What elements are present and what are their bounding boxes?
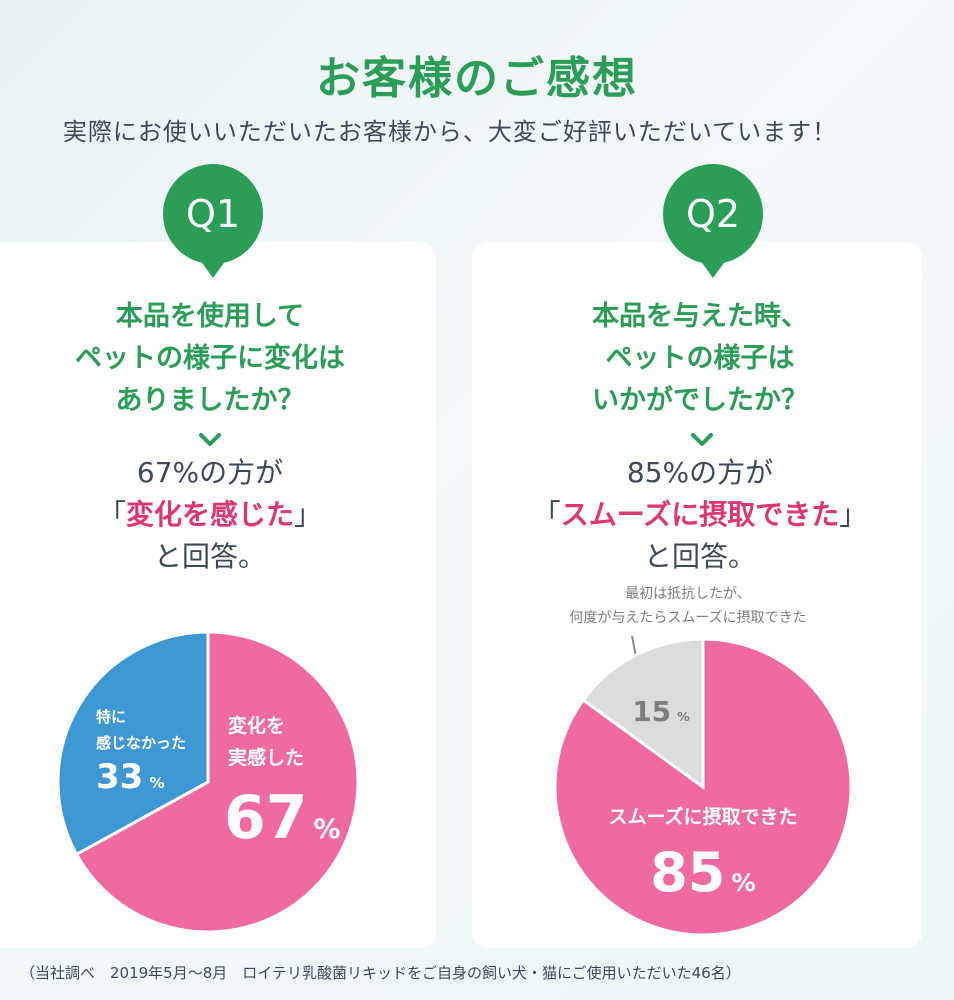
chevron-down-icon: [199, 433, 221, 446]
q2-badge: Q2: [663, 164, 763, 278]
q1-question: 本品を使用して ペットの様子に変化は ありましたか？: [75, 301, 345, 416]
q2-answer-percent: 85%の方が: [626, 456, 774, 489]
pie-slice: [74, 630, 360, 934]
quote-close: 」: [839, 498, 868, 531]
slice-label-text: スムーズに摂取できた: [608, 805, 797, 828]
q1-answer-highlight: 変化を感じた: [125, 498, 294, 531]
q2-answer-quote: 「スムーズに摂取できた」: [480, 494, 920, 536]
quote-open: 「: [532, 498, 561, 531]
q1-answer-tail: と回答。: [153, 540, 266, 573]
page-title: お客様のご感想: [316, 53, 638, 104]
slice-value: 67%: [224, 783, 341, 853]
q2-question: 本品を与えた時、 ペットの様子は いかがでしたか？: [592, 301, 808, 416]
slice-label-text: 特に: [96, 708, 126, 726]
page-subtitle: 実際にお使いいただいたお客様から、大変ご好評いただいています！: [62, 118, 838, 146]
q2-answer-tail: と回答。: [643, 540, 756, 573]
q2-answer-highlight: スムーズに摂取できた: [560, 498, 840, 531]
q1-answer-quote: 「変化を感じた」: [60, 494, 360, 536]
q1-badge: Q1: [163, 164, 263, 278]
q2-answer: 85%の方が 「スムーズに摂取できた」 と回答。: [480, 452, 920, 578]
chevron-down-icon: [691, 433, 713, 446]
pie-slice: [56, 630, 210, 857]
quote-close: 」: [294, 498, 323, 531]
slice-label-text: 実感した: [228, 746, 304, 769]
q1-answer: 67%の方が 「変化を感じた」 と回答。: [60, 452, 360, 578]
slice-label-text: 変化を: [228, 714, 285, 737]
footnote: （当社調べ 2019年5月〜8月 ロイテリ乳酸菌リキッドをご自身の飼い犬・猫にご…: [20, 964, 741, 982]
pie-slice: [581, 637, 705, 790]
q1-answer-percent: 67%の方が: [136, 456, 284, 489]
q2-note: 最初は抵抗したが、 何度が与えたらスムーズに摂取できた: [569, 586, 807, 626]
quote-open: 「: [97, 498, 126, 531]
slice-label-text: 感じなかった: [96, 734, 186, 752]
